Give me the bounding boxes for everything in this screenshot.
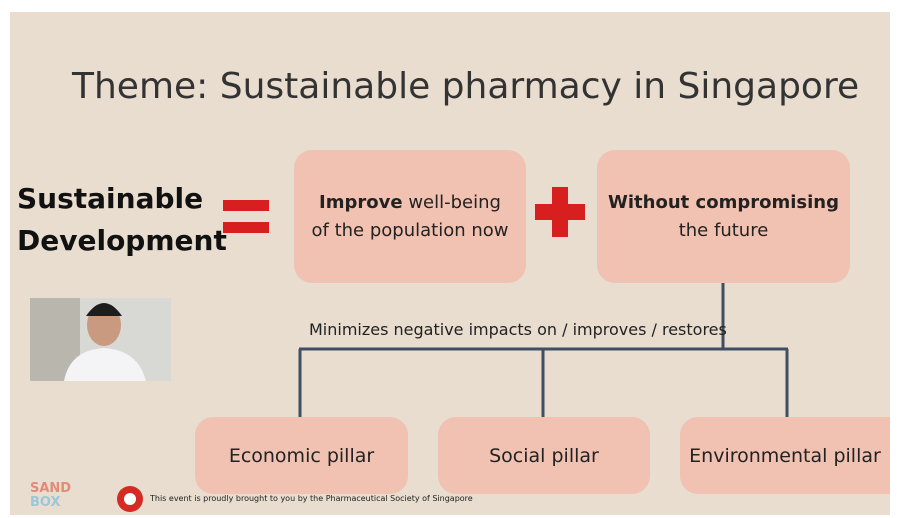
pillar: Economic pillar — [195, 417, 408, 494]
left-label-line: Sustainable — [17, 178, 227, 220]
left-label-line: Development — [17, 220, 227, 262]
box: Improve well-being of the population now — [294, 150, 526, 283]
box-text: Without compromising the future — [604, 189, 844, 245]
page: Theme: Sustainable pharmacy in Singapore… — [0, 0, 897, 518]
logo-line: BOX — [30, 496, 71, 510]
box: Without compromising the future — [597, 150, 850, 283]
connector-label: Minimizes negative impacts on / improves… — [309, 320, 727, 339]
plus-sign — [535, 187, 585, 237]
sandbox-logo: SAND BOX — [30, 482, 71, 510]
box-bold: Without compromising — [608, 192, 839, 213]
box-bold: Improve — [319, 192, 403, 213]
box-text: Improve well-being of the population now — [310, 189, 510, 245]
logo-line: SAND — [30, 482, 71, 496]
box-rest: the future — [679, 220, 769, 241]
title: Theme: Sustainable pharmacy in Singapore — [72, 66, 859, 107]
pillar: Social pillar — [438, 417, 650, 494]
equals-sign — [223, 200, 269, 233]
pillar-label: Economic pillar — [229, 445, 374, 467]
credit: This event is proudly brought to you by … — [150, 494, 473, 503]
pss-logo-inner — [124, 493, 136, 505]
pillar-label: Social pillar — [489, 445, 599, 467]
webcam — [30, 298, 171, 381]
pillar: Environmental pillar — [680, 417, 890, 494]
left-label: Sustainable Development — [17, 178, 227, 262]
pillar-label: Environmental pillar — [689, 445, 881, 467]
connectors — [299, 283, 788, 418]
